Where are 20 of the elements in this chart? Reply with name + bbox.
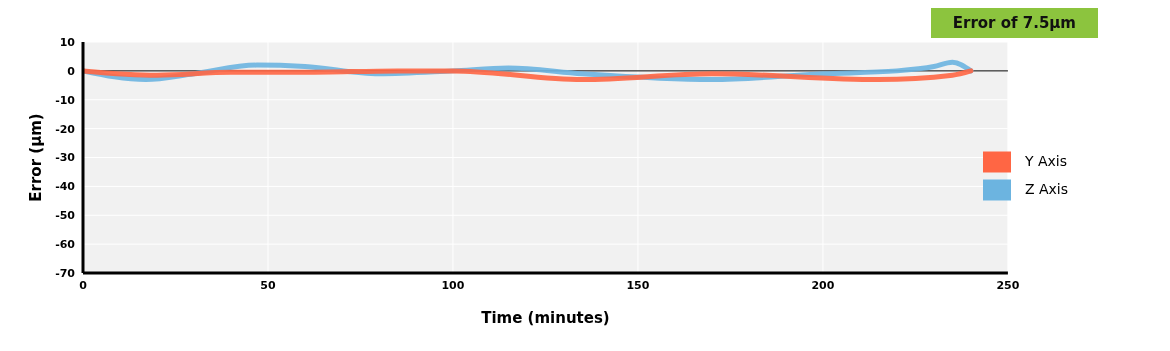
x-tick-label: 250 <box>996 278 1020 292</box>
y-tick-label: 10 <box>59 35 76 49</box>
y-axis-title: Error (µm) <box>27 113 46 202</box>
x-tick-label: 50 <box>260 278 276 292</box>
y-tick-label: -60 <box>55 238 76 252</box>
y-tick-label: -10 <box>55 93 76 107</box>
x-tick-label: 0 <box>79 278 88 292</box>
y-tick-label: -40 <box>55 180 76 194</box>
x-tick-label: 150 <box>626 278 650 292</box>
x-axis-title: Time (minutes) <box>481 309 610 327</box>
y-tick-label: -70 <box>55 266 76 280</box>
y-tick-label: -20 <box>55 122 76 136</box>
y-tick-label: 0 <box>67 64 76 78</box>
text: Error of 7.5µm <box>930 8 1098 38</box>
x-tick-label: 100 <box>441 278 465 292</box>
legend-label: Z Axis <box>1024 180 1068 197</box>
y-tick-label: -30 <box>55 151 76 165</box>
y-tick-label: -50 <box>55 209 76 223</box>
x-tick-label: 200 <box>811 278 835 292</box>
legend-label: Y Axis <box>1024 152 1067 169</box>
